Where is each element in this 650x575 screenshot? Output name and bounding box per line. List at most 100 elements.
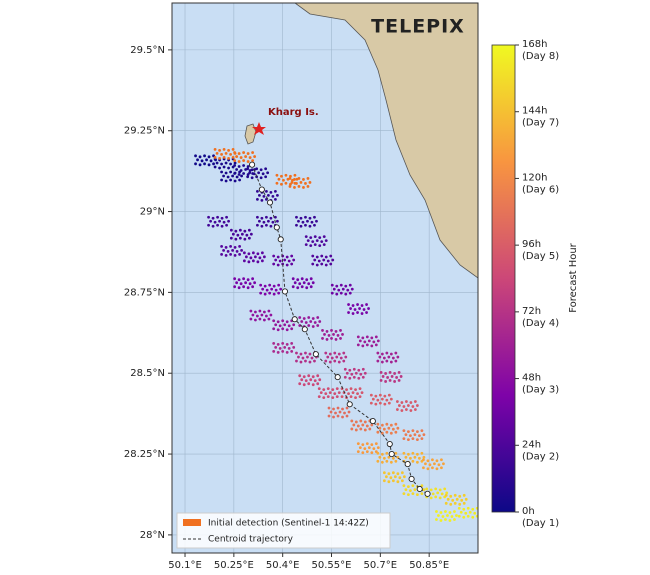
particle-cluster bbox=[249, 309, 273, 322]
land bbox=[293, 2, 479, 279]
y-tick-label: 29.5°N bbox=[130, 45, 165, 56]
colorbar-tick-day: (Day 4) bbox=[522, 318, 559, 329]
centroid-point bbox=[408, 475, 415, 483]
particle-cluster bbox=[382, 471, 406, 484]
centroid-point bbox=[312, 351, 319, 358]
legend bbox=[176, 512, 391, 549]
particle-cluster bbox=[356, 442, 380, 454]
centroid-point bbox=[369, 418, 376, 425]
centroid-point bbox=[258, 186, 265, 193]
initial-detection bbox=[275, 173, 299, 186]
centroid-point bbox=[291, 316, 298, 323]
island bbox=[244, 123, 257, 145]
particle-cluster bbox=[233, 277, 257, 290]
initial-detection bbox=[233, 151, 257, 163]
particle-cluster bbox=[356, 335, 380, 348]
initial-detection bbox=[213, 147, 237, 160]
particle-cluster bbox=[379, 371, 403, 383]
x-tick-label: 50.7°E bbox=[364, 560, 398, 571]
particle-cluster bbox=[291, 277, 315, 290]
particle-cluster bbox=[376, 422, 400, 435]
y-tick-label: 28.5°N bbox=[130, 368, 165, 379]
x-tick-label: 50.85°E bbox=[409, 560, 449, 571]
y-tick-label: 29.25°N bbox=[124, 126, 165, 137]
particle-cluster bbox=[194, 154, 217, 167]
centroid-point bbox=[273, 224, 280, 231]
centroid-point bbox=[346, 401, 353, 408]
colorbar-tick-day: (Day 1) bbox=[522, 518, 559, 529]
centroid-point bbox=[416, 485, 423, 493]
particle-cluster bbox=[324, 351, 348, 364]
x-tick-label: 50.1°E bbox=[168, 560, 202, 571]
particle-cluster bbox=[317, 387, 341, 400]
centroid-point bbox=[249, 161, 256, 168]
colorbar-tick-day: (Day 2) bbox=[522, 451, 559, 462]
legend-label: Centroid trajectory bbox=[208, 535, 294, 545]
map-frame bbox=[171, 2, 479, 554]
particle-cluster bbox=[369, 393, 393, 406]
particle-cluster bbox=[343, 367, 367, 380]
centroid-point bbox=[266, 199, 274, 206]
centroid-point bbox=[277, 236, 284, 243]
y-tick-label: 29°N bbox=[140, 207, 165, 218]
island-star bbox=[252, 122, 266, 135]
initial-detection bbox=[288, 177, 312, 189]
particle-cluster bbox=[422, 458, 445, 471]
centroid-point bbox=[281, 288, 289, 295]
particle-cluster bbox=[311, 254, 335, 267]
particle-cluster bbox=[298, 374, 322, 387]
colorbar-tick-label: 24h bbox=[522, 439, 541, 450]
colorbar-label: Forecast Hour bbox=[568, 242, 579, 312]
colorbar-tick-label: 168h bbox=[522, 39, 547, 50]
particle-cluster bbox=[272, 341, 296, 354]
particle-cluster bbox=[246, 167, 270, 180]
colorbar-tick-label: 120h bbox=[522, 172, 547, 183]
logo: TELEPIX bbox=[371, 16, 465, 38]
colorbar-tick-label: 96h bbox=[522, 239, 541, 250]
y-tick-label: 28.25°N bbox=[124, 449, 165, 460]
particle-cluster bbox=[457, 506, 478, 519]
particle-cluster bbox=[256, 215, 279, 228]
particle-cluster bbox=[304, 235, 328, 248]
colorbar-tick-day: (Day 5) bbox=[522, 251, 559, 262]
colorbar-tick-day: (Day 8) bbox=[522, 51, 559, 62]
particle-cluster bbox=[347, 303, 370, 315]
legend-swatch bbox=[183, 519, 201, 526]
colorbar-tick-day: (Day 6) bbox=[522, 184, 559, 195]
particle-cluster bbox=[395, 400, 419, 412]
particle-cluster bbox=[340, 387, 364, 400]
colorbar-tick-label: 0h bbox=[522, 506, 535, 517]
colorbar-tick-label: 72h bbox=[522, 306, 541, 317]
centroid-point bbox=[386, 440, 393, 448]
particle-cluster bbox=[376, 451, 400, 464]
particle-cluster bbox=[220, 170, 243, 183]
colorbar-tick-day: (Day 3) bbox=[522, 385, 559, 396]
y-tick-label: 28°N bbox=[140, 530, 165, 541]
centroid-point bbox=[388, 451, 395, 458]
x-tick-label: 50.55°E bbox=[312, 560, 352, 571]
particle-cluster bbox=[321, 329, 344, 341]
colorbar-tick-label: 144h bbox=[522, 106, 547, 117]
place-label: Kharg Is. bbox=[268, 107, 319, 118]
x-tick-label: 50.4°E bbox=[266, 560, 300, 571]
particle-cluster bbox=[295, 215, 318, 228]
particle-cluster bbox=[207, 215, 230, 228]
centroid-point bbox=[404, 461, 411, 468]
particle-cluster bbox=[376, 351, 400, 364]
particle-cluster bbox=[242, 251, 266, 264]
particle-cluster bbox=[259, 283, 283, 296]
centroid-point bbox=[424, 490, 431, 497]
particle-cluster bbox=[330, 283, 354, 296]
centroid-point bbox=[301, 326, 308, 333]
y-tick-label: 28.75°N bbox=[124, 287, 165, 298]
particle-cluster bbox=[229, 228, 253, 241]
particle-cluster bbox=[327, 406, 351, 419]
colorbar-tick-label: 48h bbox=[522, 373, 541, 384]
particle-cluster bbox=[402, 429, 426, 442]
particle-cluster bbox=[272, 319, 296, 332]
x-tick-label: 50.25°E bbox=[214, 560, 254, 571]
particle-cluster bbox=[444, 493, 468, 506]
particle-cluster bbox=[220, 244, 243, 257]
centroid-point bbox=[334, 374, 341, 381]
